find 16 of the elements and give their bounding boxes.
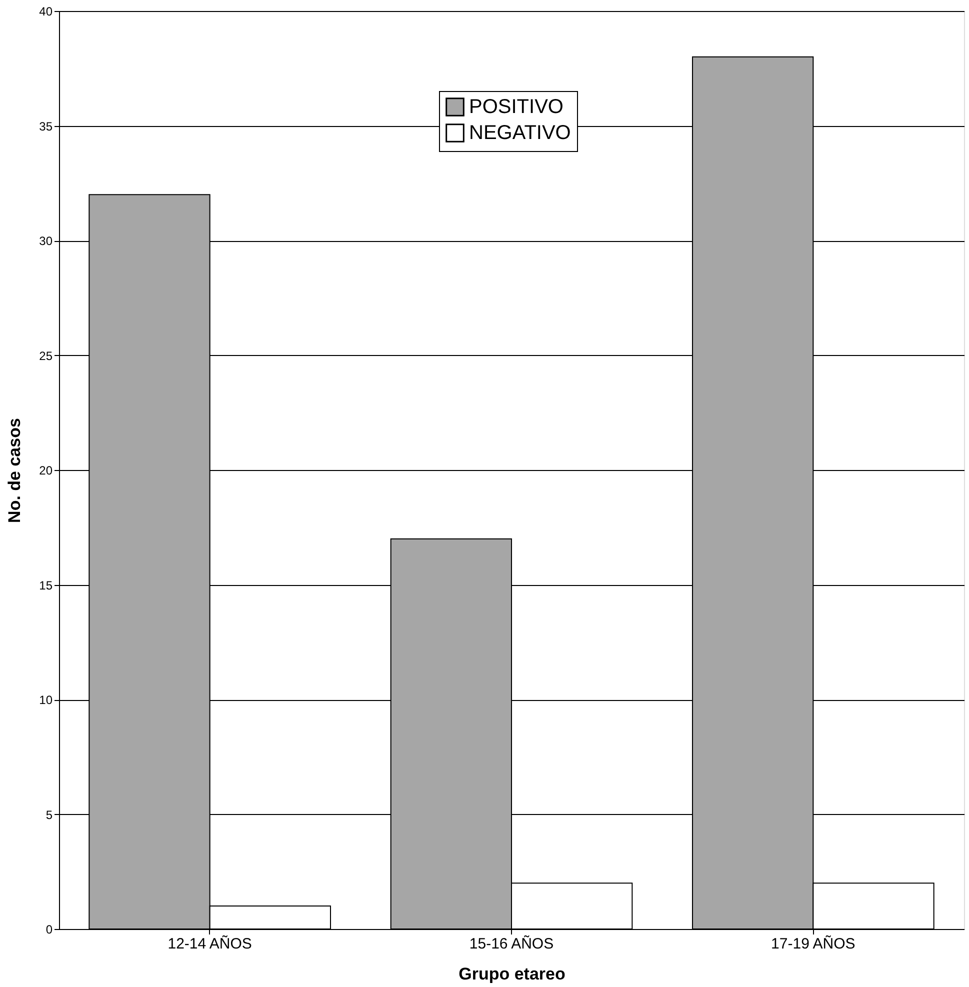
y-tick-label: 5 (46, 808, 53, 822)
y-tick-label: 15 (39, 578, 53, 592)
legend-label: NEGATIVO (469, 122, 571, 144)
x-tick-label: 15-16 AÑOS (469, 934, 554, 952)
y-axis-title: No. de casos (5, 418, 24, 523)
y-tick-label: 40 (39, 4, 53, 18)
y-tick-label: 30 (39, 234, 53, 248)
y-tick-label: 35 (39, 119, 53, 134)
x-tick-label: 12-14 AÑOS (168, 934, 252, 952)
x-tick-label: 17-19 AÑOS (771, 934, 856, 952)
y-tick-label: 10 (39, 693, 53, 707)
y-tick-label: 20 (39, 464, 53, 478)
y-tick-label: 25 (39, 348, 53, 363)
x-axis-title: Grupo etareo (458, 964, 566, 984)
legend-label: POSITIVO (469, 96, 564, 118)
y-tick-label: 0 (46, 922, 53, 936)
